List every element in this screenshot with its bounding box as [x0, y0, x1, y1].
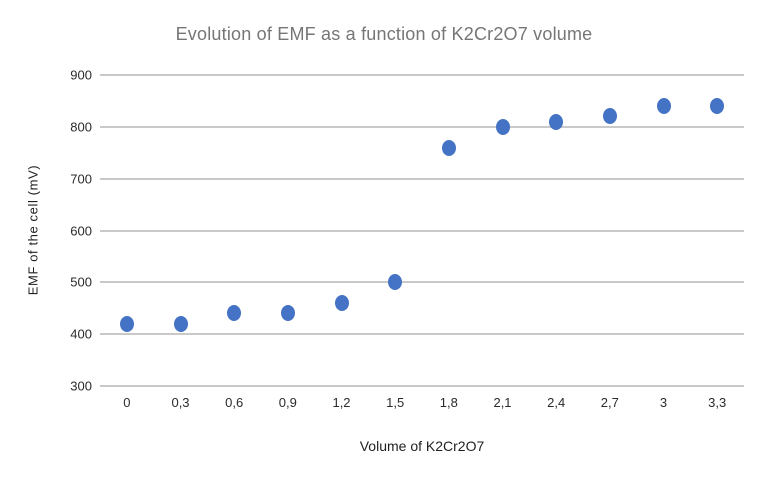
y-tick-label: 400	[70, 326, 92, 342]
gridline	[100, 333, 744, 336]
data-point	[656, 98, 671, 115]
x-tick-label: 1,5	[386, 395, 405, 410]
plot-area: 300 400 500 600 700 800 900 0 0,3 0,6 0,9 1,2 1,5 1,8…	[70, 68, 744, 410]
x-tick-label: 3	[659, 395, 668, 410]
x-tick-label: 2,7	[600, 395, 619, 410]
data-point	[710, 98, 725, 115]
data-point	[602, 108, 617, 125]
y-tick-label: 900	[70, 67, 92, 83]
data-point	[549, 113, 564, 130]
x-tick-label: 3,3	[708, 395, 727, 410]
y-tick-label: 300	[70, 378, 92, 394]
data-point	[227, 305, 242, 322]
x-tick-label: 2,4	[547, 395, 566, 410]
y-axis-title: EMF of the cell (mV)	[25, 164, 41, 296]
x-tick-label: 1,2	[332, 395, 351, 410]
data-point	[280, 305, 295, 322]
data-point	[441, 139, 456, 156]
gridline	[100, 229, 744, 232]
x-tick-label: 0,3	[171, 395, 190, 410]
data-point	[334, 295, 349, 312]
x-tick-label: 2,1	[493, 395, 512, 410]
gridline	[100, 74, 744, 76]
data-point	[119, 315, 134, 332]
gridline	[100, 385, 744, 387]
x-tick-label: 0,9	[278, 395, 297, 410]
data-point	[388, 274, 403, 291]
chart-title: Evolution of EMF as a function of K2Cr2O…	[175, 24, 593, 44]
x-tick-label: 1,8	[439, 395, 458, 410]
x-tick-label: 0	[123, 395, 131, 410]
gridline	[100, 177, 744, 180]
data-point	[495, 118, 510, 135]
y-tick-label: 800	[70, 119, 92, 135]
gridline	[100, 125, 744, 128]
data-point	[173, 315, 188, 332]
gridline	[100, 281, 744, 284]
x-tick-label: 0,6	[225, 395, 244, 410]
x-axis-title: Volume of K2Cr2O7	[359, 438, 485, 454]
y-tick-label: 500	[70, 274, 92, 290]
y-tick-label: 700	[70, 171, 92, 187]
y-tick-label: 600	[70, 223, 92, 238]
